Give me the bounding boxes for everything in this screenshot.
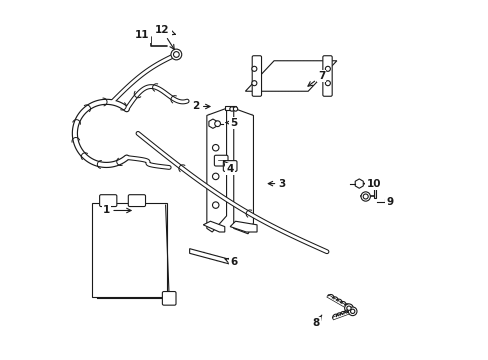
Circle shape [229, 107, 234, 111]
Polygon shape [224, 107, 235, 110]
Circle shape [171, 49, 182, 60]
Circle shape [251, 66, 256, 71]
FancyBboxPatch shape [214, 155, 227, 166]
FancyBboxPatch shape [252, 56, 261, 96]
Text: 9: 9 [386, 197, 392, 207]
Polygon shape [189, 249, 231, 265]
Circle shape [173, 51, 179, 57]
Text: 1: 1 [102, 206, 131, 216]
Circle shape [233, 107, 237, 111]
Text: 3: 3 [268, 179, 285, 189]
FancyBboxPatch shape [100, 195, 117, 207]
Text: 11: 11 [135, 32, 149, 41]
Circle shape [214, 121, 220, 127]
Text: 6: 6 [224, 257, 237, 267]
Text: 4: 4 [223, 161, 233, 174]
Circle shape [347, 307, 356, 316]
Circle shape [363, 194, 367, 199]
Text: 12: 12 [155, 25, 174, 49]
Circle shape [346, 306, 350, 310]
Circle shape [325, 81, 330, 86]
Text: 8: 8 [312, 315, 321, 328]
Polygon shape [373, 182, 376, 198]
Polygon shape [203, 221, 224, 232]
Text: 2: 2 [192, 102, 209, 112]
Circle shape [212, 173, 219, 180]
Polygon shape [354, 179, 363, 188]
Text: 5: 5 [225, 118, 237, 128]
Text: 7: 7 [307, 71, 325, 86]
FancyBboxPatch shape [92, 203, 167, 297]
Text: 11: 11 [135, 31, 149, 40]
Text: 12: 12 [156, 25, 175, 35]
Polygon shape [230, 221, 257, 232]
Circle shape [212, 144, 219, 151]
Polygon shape [206, 108, 226, 232]
FancyBboxPatch shape [223, 161, 237, 171]
Polygon shape [233, 108, 253, 234]
Circle shape [251, 81, 256, 86]
Text: 10: 10 [364, 179, 380, 189]
Text: 9: 9 [386, 197, 392, 207]
FancyBboxPatch shape [128, 195, 145, 207]
FancyBboxPatch shape [162, 292, 176, 305]
Circle shape [325, 66, 330, 71]
Polygon shape [245, 61, 336, 91]
Circle shape [212, 202, 219, 208]
Circle shape [344, 304, 352, 312]
Circle shape [350, 309, 354, 314]
Circle shape [360, 192, 369, 201]
Polygon shape [208, 119, 217, 129]
FancyBboxPatch shape [322, 56, 331, 96]
